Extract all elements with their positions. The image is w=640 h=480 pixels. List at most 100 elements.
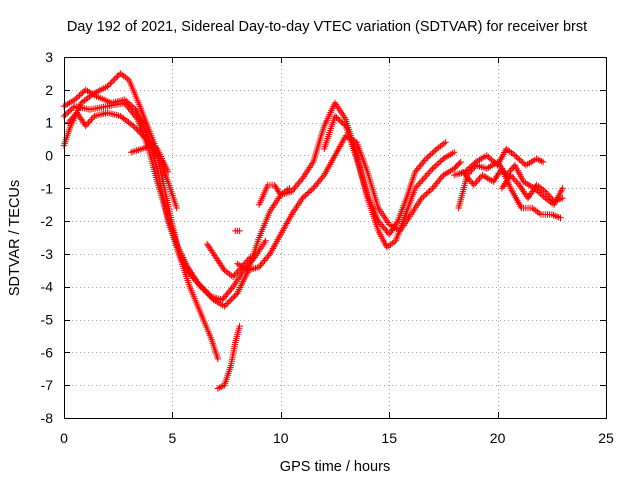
data-point xyxy=(423,171,430,179)
data-point xyxy=(312,181,320,189)
x-tick-label: 0 xyxy=(60,430,68,446)
data-point xyxy=(380,224,387,231)
data-point xyxy=(302,192,309,199)
data-point xyxy=(424,189,432,196)
data-point xyxy=(432,147,439,154)
data-point xyxy=(375,217,382,225)
data-point xyxy=(430,148,437,155)
data-point xyxy=(114,73,121,80)
data-point xyxy=(131,124,138,131)
data-point xyxy=(537,190,544,198)
data-point xyxy=(381,226,389,233)
data-point xyxy=(214,257,222,264)
data-point xyxy=(427,167,435,174)
data-point xyxy=(429,149,436,157)
data-point xyxy=(508,173,516,180)
x-tick-label: 10 xyxy=(273,430,289,446)
data-point xyxy=(247,254,254,261)
data-point xyxy=(86,117,94,125)
y-axis-tick-labels: 3 2 1 0 -1 -2 -3 -4 -5 -6 -7 -8 xyxy=(41,49,54,426)
data-point xyxy=(516,156,523,163)
data-point xyxy=(125,104,132,112)
data-point xyxy=(62,111,69,118)
data-point xyxy=(216,384,223,391)
data-point xyxy=(305,189,312,196)
data-point xyxy=(315,178,322,185)
data-point xyxy=(488,156,495,163)
data-point xyxy=(417,162,424,169)
data-point xyxy=(203,289,211,296)
series-arc-1 xyxy=(60,70,222,363)
data-point xyxy=(144,137,152,144)
data-point xyxy=(521,190,528,197)
data-point xyxy=(530,186,537,194)
data-point xyxy=(67,107,74,114)
data-point xyxy=(517,157,525,165)
data-point xyxy=(232,270,240,277)
data-point xyxy=(223,291,230,299)
data-point xyxy=(205,242,212,249)
data-point xyxy=(539,192,546,199)
data-point xyxy=(273,185,280,192)
data-point xyxy=(416,163,423,171)
data-point xyxy=(221,303,228,310)
data-point xyxy=(490,178,497,185)
data-point xyxy=(141,134,149,141)
data-point xyxy=(334,115,342,123)
data-point xyxy=(79,89,86,96)
data-point xyxy=(131,112,139,120)
data-point xyxy=(413,183,420,190)
data-point xyxy=(303,190,311,198)
data-point xyxy=(341,121,348,128)
data-point xyxy=(289,186,297,194)
data-point xyxy=(559,185,566,192)
data-point xyxy=(513,153,520,161)
data-point xyxy=(201,286,208,293)
data-point xyxy=(231,293,238,300)
series-arc-15 xyxy=(498,171,566,205)
data-point xyxy=(414,181,422,189)
data-point xyxy=(514,155,522,162)
data-point xyxy=(65,108,72,116)
data-point xyxy=(540,193,547,200)
data-point xyxy=(339,119,346,127)
series-arc-5 xyxy=(128,142,180,212)
data-point xyxy=(470,181,477,189)
plot-frame xyxy=(64,57,607,419)
data-point xyxy=(463,167,470,174)
data-point xyxy=(511,176,519,184)
data-point xyxy=(138,131,146,138)
data-point xyxy=(137,130,144,137)
data-point xyxy=(220,265,227,272)
data-point xyxy=(104,83,111,90)
data-point xyxy=(557,214,564,221)
data-point xyxy=(469,161,476,168)
data-point xyxy=(108,79,115,86)
data-point xyxy=(471,160,478,167)
data-point xyxy=(417,178,425,185)
data-point xyxy=(262,237,269,244)
data-point xyxy=(426,152,433,160)
data-point xyxy=(495,170,502,177)
data-point xyxy=(205,290,212,297)
data-point xyxy=(271,181,278,189)
data-point xyxy=(461,168,469,176)
data-point xyxy=(423,190,430,198)
data-point xyxy=(472,180,479,187)
data-point xyxy=(331,112,339,120)
x-tick-label: 5 xyxy=(169,430,177,446)
data-point xyxy=(83,96,90,103)
data-point xyxy=(229,294,237,301)
data-point xyxy=(231,272,238,279)
y-tick-label: -5 xyxy=(41,312,54,328)
data-point xyxy=(429,165,436,172)
data-point xyxy=(77,90,85,98)
data-point xyxy=(535,156,542,163)
series-arc-7 xyxy=(214,322,243,392)
y-tick-label: 1 xyxy=(45,115,53,131)
data-point xyxy=(377,221,385,228)
data-point xyxy=(438,156,446,164)
data-point xyxy=(70,104,77,111)
data-point xyxy=(69,114,76,121)
data-point xyxy=(420,193,427,200)
